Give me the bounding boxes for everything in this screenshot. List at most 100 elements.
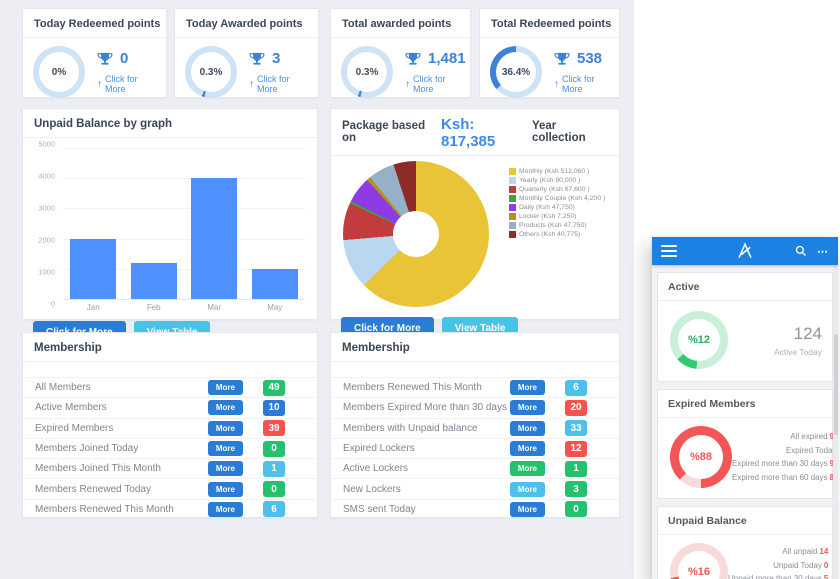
y-tick-label: 0	[50, 299, 55, 309]
stat-ring: 36.4%	[490, 46, 542, 98]
y-tick-label: 4000	[38, 171, 55, 181]
bar-mar[interactable]	[191, 178, 238, 299]
expired-members-card: Expired Members %88 All expired936Expire…	[657, 389, 838, 499]
legend-item: Yearly (Ksh 90,000 )	[509, 177, 605, 184]
menu-icon[interactable]	[661, 245, 677, 257]
overflow-menu-icon[interactable]: ⋯	[817, 245, 829, 258]
mobile-preview-panel: ⋯ Active %12 124 Active Today Expired Me…	[652, 237, 838, 579]
more-button[interactable]: More	[207, 420, 243, 436]
bar-jan[interactable]	[70, 238, 117, 299]
more-button[interactable]: More	[207, 380, 243, 396]
donut-hole	[393, 211, 439, 257]
more-button[interactable]: More	[509, 420, 545, 436]
y-tick-label: 2000	[38, 235, 55, 245]
membership-row-label: Members Joined This Month	[35, 463, 161, 475]
click-for-more-label: Click for More	[257, 74, 290, 94]
stat-value: 538	[577, 50, 603, 67]
more-button[interactable]: More	[509, 461, 545, 477]
more-button[interactable]: More	[207, 501, 243, 517]
expired-card-title: Expired Members	[658, 390, 832, 418]
mobile-stat-value: 14	[819, 547, 829, 556]
more-button[interactable]: More	[207, 481, 243, 497]
membership-row-label: Active Lockers	[343, 463, 409, 475]
legend-label: Products (Ksh 47,750)	[519, 222, 587, 229]
click-for-more-label: Click for More	[562, 74, 595, 94]
click-for-more-label: Click for More	[413, 74, 446, 94]
more-button[interactable]: More	[207, 441, 243, 457]
bar-feb[interactable]	[130, 262, 177, 299]
more-button[interactable]: More	[509, 400, 545, 416]
up-arrow-icon: ↑	[405, 78, 410, 90]
count-badge: 33	[565, 420, 587, 437]
more-button[interactable]: More	[509, 481, 545, 497]
legend-label: Locker (Ksh 7,250)	[519, 213, 577, 220]
mobile-stat-value: 5	[823, 574, 829, 579]
bar-may[interactable]	[251, 268, 298, 299]
stat-card-title: Today Redeemed points	[23, 9, 166, 38]
membership-row-label: Members Expired More than 30 days	[343, 402, 507, 414]
pie-title-amount: Ksh: 817,385	[441, 116, 496, 150]
legend-label: Others (Ksh 40,775)	[519, 231, 581, 238]
membership-row: New Lockers More 3	[331, 478, 619, 498]
bars	[63, 148, 305, 299]
mobile-scrollbar-thumb[interactable]	[833, 334, 838, 435]
search-icon[interactable]	[795, 245, 807, 257]
membership-row: Expired Lockers More 12	[331, 437, 619, 458]
bar-chart-title: Unpaid Balance by graph	[23, 109, 317, 138]
click-for-more-link[interactable]: ↑ Click for More	[249, 74, 308, 94]
more-button[interactable]: More	[207, 400, 243, 416]
legend-swatch	[509, 177, 516, 184]
stat-ring: 0.3%	[185, 46, 237, 98]
membership-row-label: Active Members	[35, 402, 107, 414]
more-button[interactable]: More	[509, 501, 545, 517]
membership-row: All Members More 49	[23, 377, 317, 397]
stat-card-body: 36.4% 538 ↑ Click for More	[480, 38, 619, 106]
count-badge: 0	[263, 440, 285, 457]
x-tick-label: May	[267, 303, 283, 312]
membership-row-label: Members Renewed This Month	[343, 382, 482, 394]
more-button[interactable]: More	[509, 380, 545, 396]
gridline	[63, 208, 305, 210]
count-badge: 6	[263, 501, 285, 518]
mobile-stat-line: Unpaid Today 0	[773, 560, 829, 570]
click-for-more-link[interactable]: ↑ Click for More	[405, 74, 466, 94]
stat-card-body: 0.3% 1,481 ↑ Click for More	[331, 38, 470, 106]
mobile-stat-line: Unpaid more than 30 days 5	[728, 572, 828, 579]
membership-row: Members Renewed Today More 0	[23, 478, 317, 498]
trophy-icon	[249, 51, 265, 66]
mobile-header: ⋯	[652, 237, 838, 265]
click-for-more-link[interactable]: ↑ Click for More	[554, 74, 609, 94]
count-badge: 49	[263, 379, 285, 396]
active-today-value: 124	[793, 323, 822, 343]
stat-card-body: 0% 0 ↑ Click for More	[23, 38, 166, 106]
legend-swatch	[509, 213, 516, 220]
more-button[interactable]: More	[509, 441, 545, 457]
membership-right-rows: Members Renewed This Month More 6 Members E…	[331, 377, 619, 519]
membership-left-title: Membership	[23, 333, 317, 362]
membership-row: Active Members More 10	[23, 397, 317, 417]
x-tick-label: Feb	[146, 303, 161, 312]
count-badge: 0	[565, 501, 587, 518]
app-logo-icon	[736, 242, 754, 260]
count-badge: 1	[565, 460, 587, 477]
click-for-more-link[interactable]: ↑ Click for More	[97, 74, 156, 94]
legend-item: Locker (Ksh 7,250)	[509, 213, 605, 220]
legend-swatch	[509, 222, 516, 229]
stat-card-3: Total Redeemed points 36.4% 538 ↑ Click for…	[479, 8, 620, 98]
membership-row: Active Lockers More 1	[331, 458, 619, 478]
gridline	[63, 268, 305, 270]
legend-swatch	[509, 168, 516, 175]
package-pie-card: Package based on Ksh: 817,385 Year colle…	[330, 108, 620, 340]
mobile-scrollbar-track[interactable]	[833, 265, 838, 579]
stat-card-2: Total awarded points 0.3% 1,481 ↑ Click for…	[330, 8, 471, 98]
count-badge: 10	[263, 399, 285, 416]
bar-chart-plot	[63, 148, 305, 300]
legend-label: Monthly Couple (Ksh 4,200 )	[519, 195, 606, 202]
pie-title-suffix: Year collection	[531, 120, 586, 144]
membership-row: SMS sent Today More 0	[331, 498, 619, 519]
expired-percent: %88	[679, 435, 723, 479]
more-button[interactable]: More	[207, 461, 243, 477]
membership-row-label: Members Joined Today	[35, 443, 139, 455]
legend-label: Yearly (Ksh 90,000 )	[519, 177, 581, 184]
membership-row-label: Members Renewed This Month	[35, 503, 174, 515]
